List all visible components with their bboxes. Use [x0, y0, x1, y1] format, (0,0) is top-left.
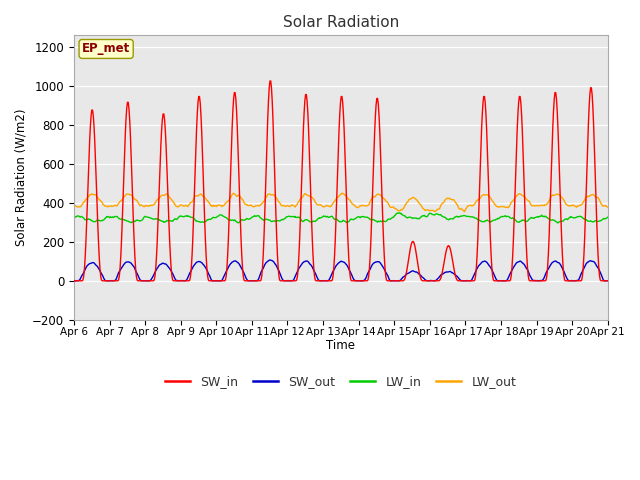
LW_in — [604, 214, 612, 220]
SW_in — [266, 78, 274, 84]
SW_in — [604, 278, 612, 284]
Line: LW_in: LW_in — [74, 213, 608, 223]
SW_out — [189, 263, 197, 269]
SW_in — [80, 274, 88, 279]
LW_out — [338, 190, 346, 196]
Line: SW_in: SW_in — [74, 81, 608, 281]
LW_in — [189, 215, 196, 220]
SW_in — [422, 278, 429, 284]
SW_in — [189, 237, 196, 242]
Line: SW_out: SW_out — [74, 260, 608, 281]
SW_out — [604, 278, 612, 284]
LW_out — [461, 209, 468, 215]
LW_out — [406, 196, 414, 202]
SW_out — [80, 270, 88, 276]
X-axis label: Time: Time — [326, 339, 355, 352]
LW_out — [217, 203, 225, 208]
LW_in — [396, 210, 403, 216]
SW_in — [217, 278, 225, 284]
LW_out — [604, 204, 612, 210]
SW_out — [70, 278, 78, 284]
SW_in — [70, 278, 78, 284]
SW_out — [407, 269, 415, 275]
LW_out — [422, 207, 429, 213]
SW_out — [266, 257, 274, 263]
Title: Solar Radiation: Solar Radiation — [283, 15, 399, 30]
SW_in — [406, 246, 414, 252]
LW_in — [422, 214, 429, 219]
LW_in — [80, 215, 88, 221]
LW_out — [189, 198, 196, 204]
LW_in — [135, 217, 143, 223]
LW_out — [70, 203, 78, 209]
SW_out — [103, 278, 111, 284]
SW_in — [135, 278, 143, 284]
SW_out — [423, 277, 431, 283]
Y-axis label: Solar Radiation (W/m2): Solar Radiation (W/m2) — [15, 109, 28, 246]
SW_out — [218, 277, 225, 283]
LW_in — [554, 220, 562, 226]
LW_out — [135, 201, 143, 206]
Text: EP_met: EP_met — [82, 42, 131, 56]
Line: LW_out: LW_out — [74, 193, 608, 212]
SW_out — [136, 276, 143, 281]
LW_in — [70, 214, 78, 220]
LW_in — [406, 215, 414, 220]
LW_in — [217, 212, 225, 217]
Legend: SW_in, SW_out, LW_in, LW_out: SW_in, SW_out, LW_in, LW_out — [161, 370, 521, 393]
LW_out — [80, 199, 88, 205]
